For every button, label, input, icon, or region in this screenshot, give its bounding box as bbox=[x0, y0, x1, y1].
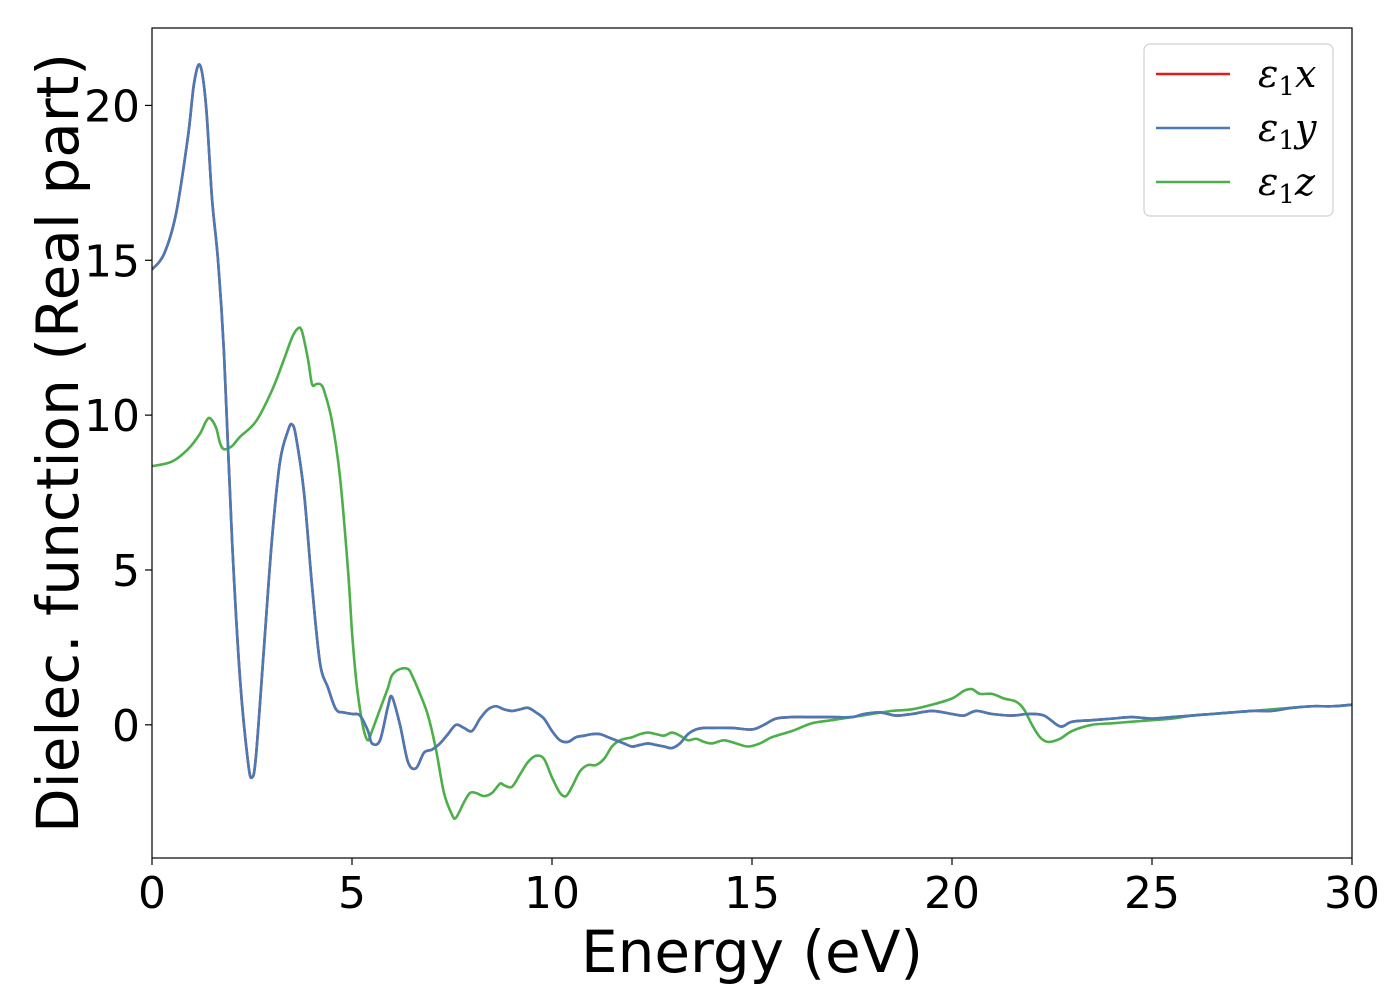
x-tick-label: 30 bbox=[1324, 868, 1380, 919]
legend-box bbox=[1143, 43, 1334, 217]
x-tick-label: 10 bbox=[524, 868, 580, 919]
y-tick-label: 20 bbox=[84, 81, 140, 132]
x-tick-label: 15 bbox=[724, 868, 780, 919]
y-tick-label: 0 bbox=[112, 701, 140, 752]
legend-label-x: ε1x bbox=[1258, 52, 1316, 102]
series-line-y bbox=[152, 63, 1352, 780]
legend-label-y: ε1y bbox=[1258, 106, 1317, 156]
x-axis-label: Energy (eV) bbox=[581, 918, 923, 986]
x-tick-label: 25 bbox=[1124, 868, 1180, 919]
y-axis-label: Dielec. function (Real part) bbox=[24, 53, 92, 833]
legend-label-z: ε1z bbox=[1258, 160, 1316, 210]
x-tick-label: 5 bbox=[338, 868, 366, 919]
y-tick-label: 10 bbox=[84, 391, 140, 442]
x-tick-label: 20 bbox=[924, 868, 980, 919]
y-tick-label: 15 bbox=[84, 236, 140, 287]
axes-layer: 0 5 10 15 20 25 30 0 5 10 15 20 bbox=[84, 27, 1380, 919]
series-layer bbox=[152, 63, 1352, 821]
x-tick-label: 0 bbox=[138, 868, 166, 919]
series-line-z bbox=[152, 326, 1352, 821]
y-tick-label: 5 bbox=[112, 546, 140, 597]
